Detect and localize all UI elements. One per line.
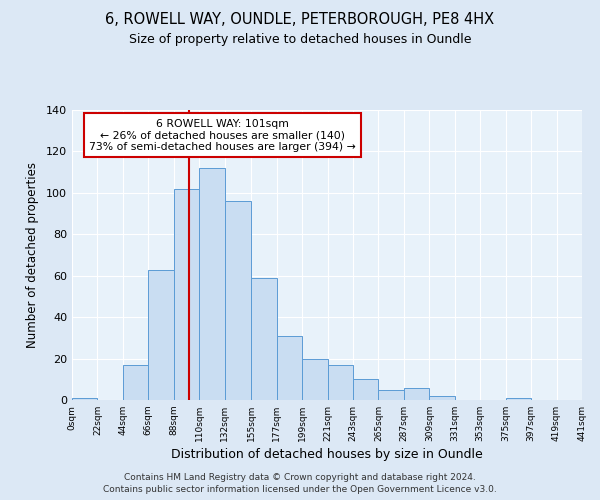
Bar: [302, 358, 328, 400]
Text: Contains public sector information licensed under the Open Government Licence v3: Contains public sector information licen…: [103, 485, 497, 494]
Bar: [506, 398, 531, 400]
Bar: [224, 201, 251, 400]
Bar: [251, 278, 277, 400]
Bar: [430, 396, 455, 400]
Y-axis label: Number of detached properties: Number of detached properties: [26, 162, 39, 348]
Bar: [199, 168, 224, 400]
Bar: [72, 398, 97, 400]
Bar: [328, 365, 353, 400]
Text: 6, ROWELL WAY, OUNDLE, PETERBOROUGH, PE8 4HX: 6, ROWELL WAY, OUNDLE, PETERBOROUGH, PE8…: [106, 12, 494, 28]
Text: Size of property relative to detached houses in Oundle: Size of property relative to detached ho…: [129, 32, 471, 46]
Bar: [148, 270, 174, 400]
Bar: [353, 380, 379, 400]
Text: 6 ROWELL WAY: 101sqm
← 26% of detached houses are smaller (140)
73% of semi-deta: 6 ROWELL WAY: 101sqm ← 26% of detached h…: [89, 118, 356, 152]
Bar: [123, 365, 148, 400]
Bar: [404, 388, 430, 400]
Bar: [277, 336, 302, 400]
Bar: [379, 390, 404, 400]
Bar: [174, 188, 199, 400]
X-axis label: Distribution of detached houses by size in Oundle: Distribution of detached houses by size …: [171, 448, 483, 461]
Text: Contains HM Land Registry data © Crown copyright and database right 2024.: Contains HM Land Registry data © Crown c…: [124, 472, 476, 482]
